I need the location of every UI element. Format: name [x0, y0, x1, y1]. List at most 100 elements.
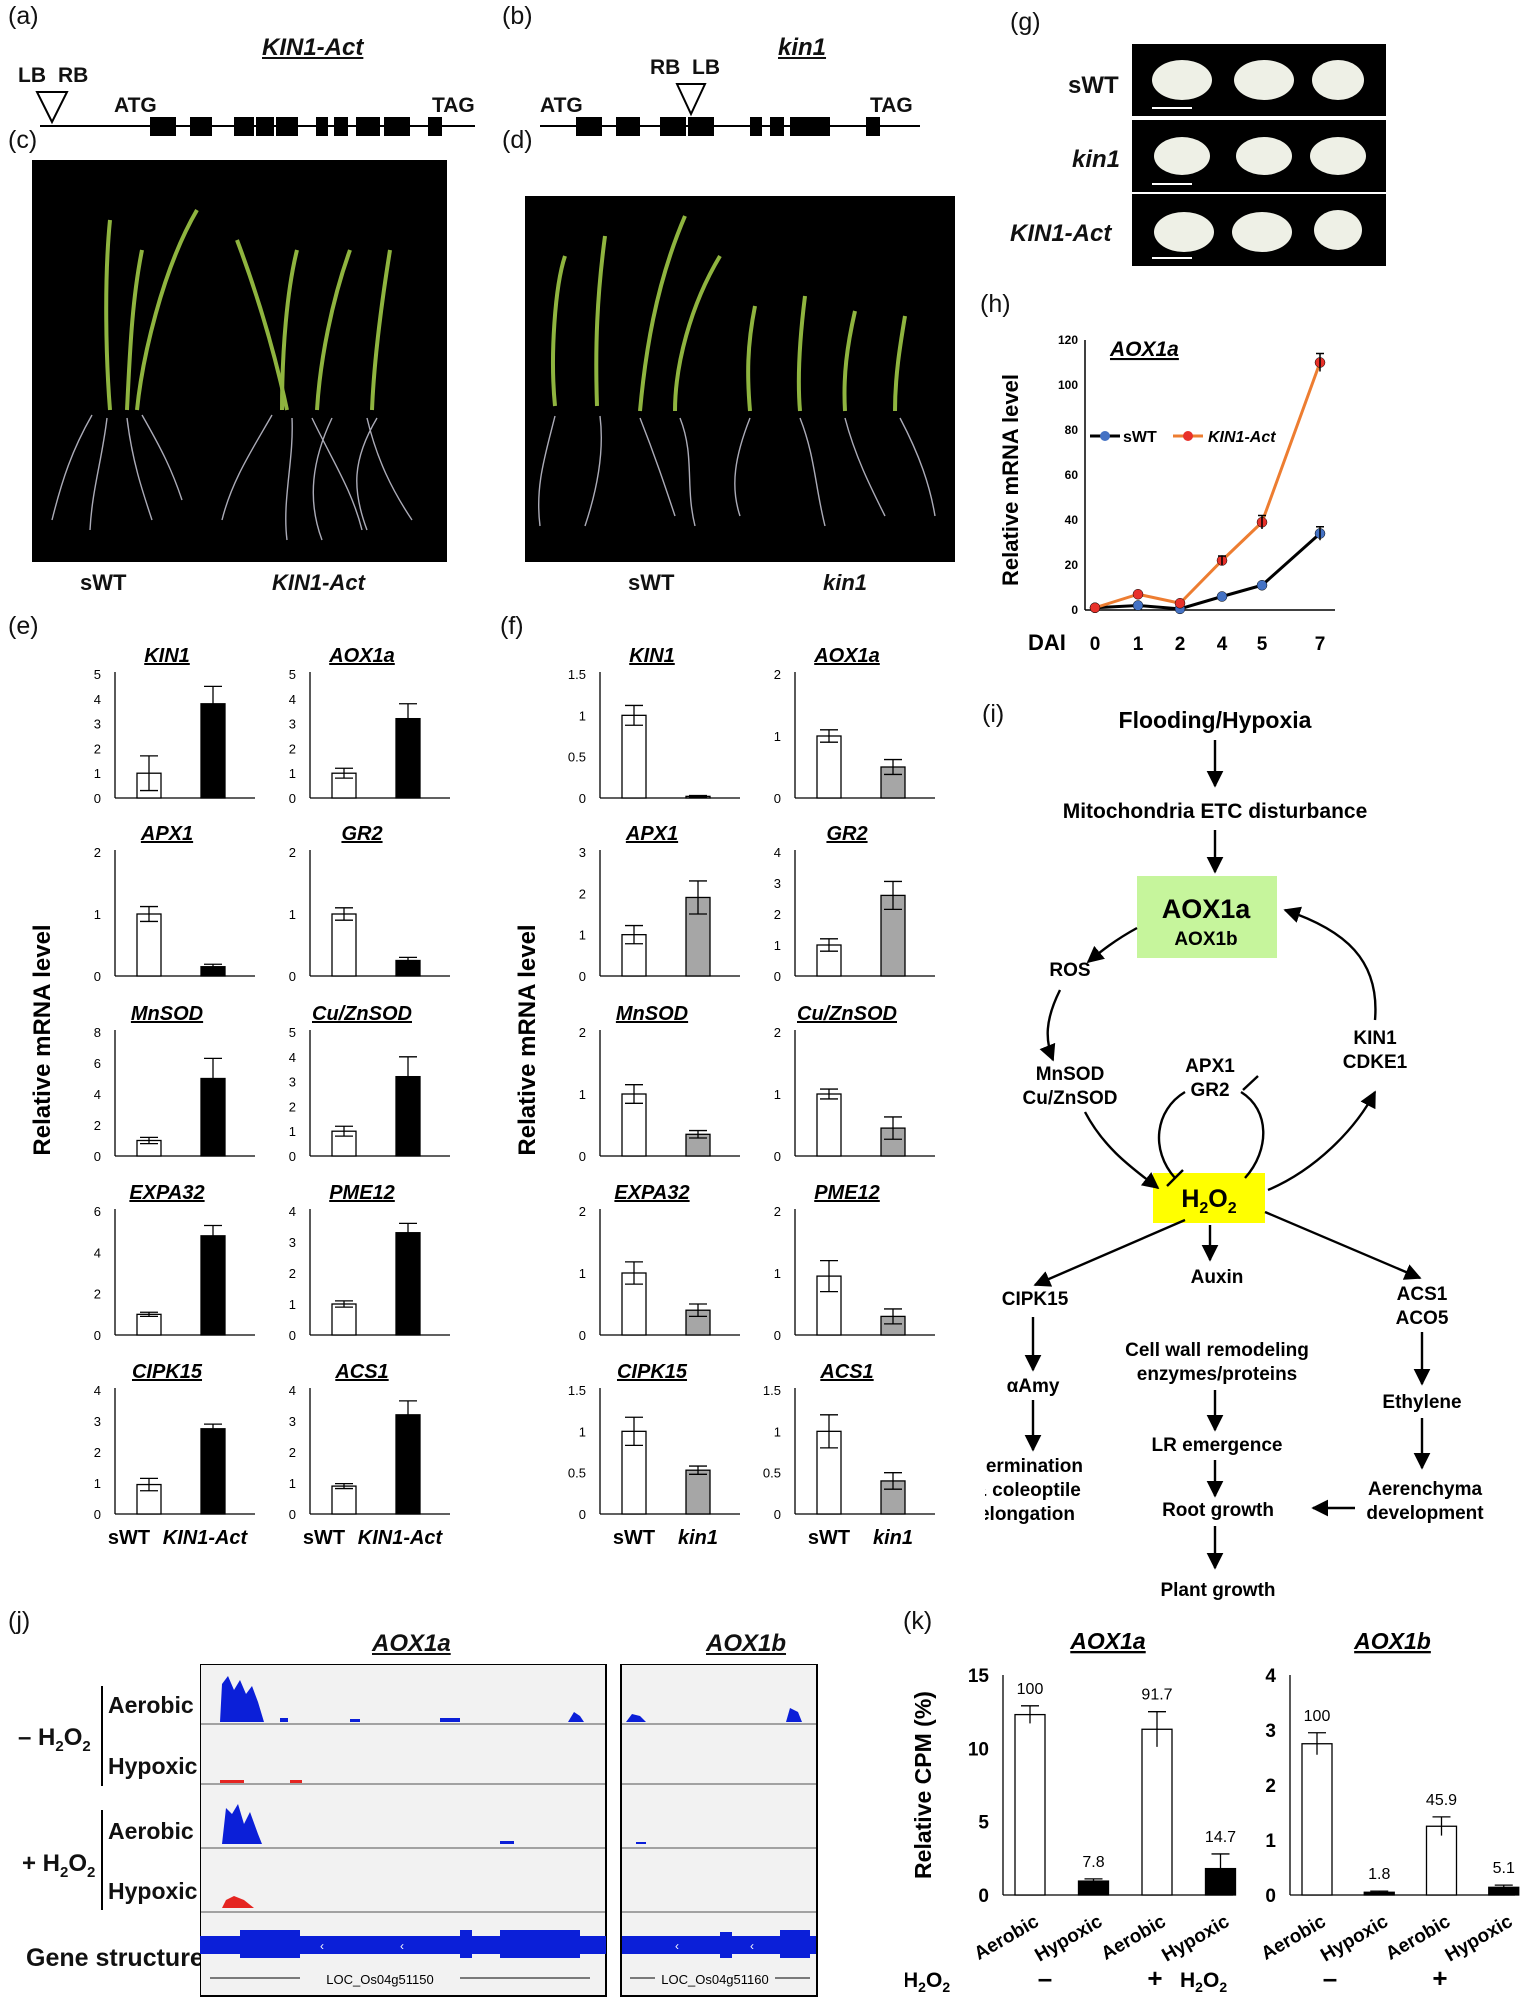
ytick: 5: [289, 1025, 296, 1040]
panel-b-title: kin1: [778, 34, 827, 61]
ytick: 0.5: [568, 750, 586, 765]
h-point-sWT: [1256, 580, 1268, 591]
node-aox1b: AOX1b: [1174, 929, 1237, 950]
panel-label-a: (a): [8, 2, 39, 30]
k-ytick: 15: [968, 1666, 990, 1687]
ytick: 3: [289, 1414, 296, 1429]
seed-photo-kin1-act: [1132, 194, 1386, 266]
bar-EXPA32-sWT: [136, 1313, 162, 1336]
panel-b-lb: LB: [692, 56, 720, 79]
seed-photo-swt: [1132, 44, 1386, 116]
node-lr-emergence: LR emergence: [1152, 1435, 1283, 1456]
h-gene-title: AOX1a: [1109, 338, 1179, 361]
panel-label-g: (g): [1010, 8, 1041, 36]
photo-d-label-right: kin1: [823, 570, 868, 595]
bar-AOX1a-sWT: [816, 735, 842, 799]
panel-a-title: KIN1-Act: [262, 34, 364, 61]
bar-ACS1-sWT: [331, 1485, 357, 1515]
h-series-line-sWT: [1094, 532, 1321, 611]
h-series-line-KIN1-Act: [1094, 361, 1322, 610]
chart-f-ylabel: Relative mRNA level: [514, 924, 541, 1155]
xtick-label: KIN1-Act: [358, 1527, 444, 1549]
panel-k-cpm-charts: Relative CPM (%)AOX1a051015100Aerobic7.8…: [905, 1628, 1520, 1995]
k-ytick: 1: [1265, 1831, 1276, 1852]
k-data-label: 7.8: [1082, 1854, 1104, 1871]
panel-label-i: (i): [982, 700, 1005, 728]
gene-title: KIN1: [629, 645, 675, 667]
ytick: 0: [289, 1328, 296, 1343]
k-ytick: 3: [1265, 1721, 1276, 1742]
track-title-aox1a: AOX1a: [372, 1630, 451, 1657]
gene-title: KIN1: [144, 645, 190, 667]
k-category-label: Aerobic: [1258, 1911, 1330, 1965]
track-label-aerobic-plus: Aerobic: [108, 1818, 194, 1844]
ytick: 1: [579, 708, 586, 723]
k-plus-2: +: [1432, 1963, 1447, 1993]
h-ytick: 120: [1058, 333, 1078, 347]
ytick: 1: [289, 1476, 296, 1491]
node-apx1: APX1: [1185, 1056, 1235, 1077]
h-legend-marker-swt: [1100, 431, 1110, 441]
node-auxin: Auxin: [1191, 1267, 1244, 1288]
gene-title: MnSOD: [131, 1003, 203, 1025]
ytick: 0.5: [763, 1466, 781, 1481]
ytick: 0: [289, 791, 296, 806]
k-bar: [1014, 1713, 1046, 1896]
ytick: 0: [289, 969, 296, 984]
ytick: 6: [94, 1056, 101, 1071]
node-germination-1: Germination: [985, 1456, 1083, 1477]
ytick: 2: [289, 741, 296, 756]
bar-GR2-sWT: [331, 913, 357, 977]
gene-title: EXPA32: [129, 1182, 204, 1204]
k-data-label: 100: [1017, 1681, 1044, 1698]
ytick: 1: [579, 1266, 586, 1281]
ytick: 2: [579, 1025, 586, 1040]
ytick: 1: [579, 1087, 586, 1102]
node-cellwall-1: Cell wall remodeling: [1125, 1340, 1309, 1361]
node-germination-2: & coleoptile: [985, 1480, 1081, 1501]
ytick: 2: [289, 845, 296, 860]
ytick: 2: [579, 1204, 586, 1219]
k-category-label: Hypoxic: [1317, 1911, 1392, 1966]
node-cipk15: CIPK15: [1002, 1289, 1069, 1310]
ytick: 2: [774, 1204, 781, 1219]
h-ytick: 100: [1058, 378, 1078, 392]
k-ytick: 2: [1265, 1776, 1276, 1797]
gene-title: Cu/ZnSOD: [797, 1003, 897, 1025]
ytick: 3: [94, 1414, 101, 1429]
gene-title: CIPK15: [132, 1361, 203, 1383]
track-label-aerobic-minus: Aerobic: [108, 1692, 194, 1718]
gene-title: Cu/ZnSOD: [312, 1003, 412, 1025]
panel-f-bar-charts: Relative mRNA level KIN1 0 0.5 1 1.5 AOX1a 0 1 2 A…: [514, 645, 935, 1549]
panel-b-rb: RB: [650, 56, 681, 79]
ytick: 2: [94, 845, 101, 860]
h-xtick: 1: [1133, 634, 1144, 655]
seedling-photo-c: [32, 160, 447, 562]
ytick: 0: [94, 969, 101, 984]
track-label-hypoxic-minus: Hypoxic: [108, 1753, 198, 1779]
node-aco5: ACO5: [1396, 1308, 1449, 1329]
node-etc: Mitochondria ETC disturbance: [1063, 800, 1368, 823]
ytick: 1: [774, 1266, 781, 1281]
gene-title: PME12: [814, 1182, 880, 1204]
ytick: 0: [94, 1507, 101, 1522]
node-aerenchyma-1: Aerenchyma: [1368, 1479, 1482, 1500]
ytick: 1: [774, 938, 781, 953]
gene-structure-a: [35, 91, 475, 136]
ytick: 4: [94, 1383, 101, 1398]
k-category-label: Hypoxic: [1158, 1911, 1233, 1966]
ytick: 1.5: [568, 667, 586, 682]
k-ytick: 5: [978, 1813, 989, 1834]
svg-text:‹: ‹: [675, 1939, 679, 1953]
svg-text:‹: ‹: [320, 1939, 324, 1953]
h-point-KIN1-Act: [1132, 589, 1144, 600]
ytick: 1.5: [568, 1383, 586, 1398]
panel-e-bar-charts: Relative mRNA level KIN1 0 1 2 3 4 5 AOX1a 0 1 2 3 4 5…: [29, 645, 450, 1549]
ytick: 2: [94, 1445, 101, 1460]
node-ethylene: Ethylene: [1382, 1392, 1461, 1413]
ytick: 3: [289, 1235, 296, 1250]
panel-label-f: (f): [500, 612, 524, 640]
gene-structure-b: [540, 83, 920, 136]
panel-a-rb: RB: [58, 64, 89, 87]
